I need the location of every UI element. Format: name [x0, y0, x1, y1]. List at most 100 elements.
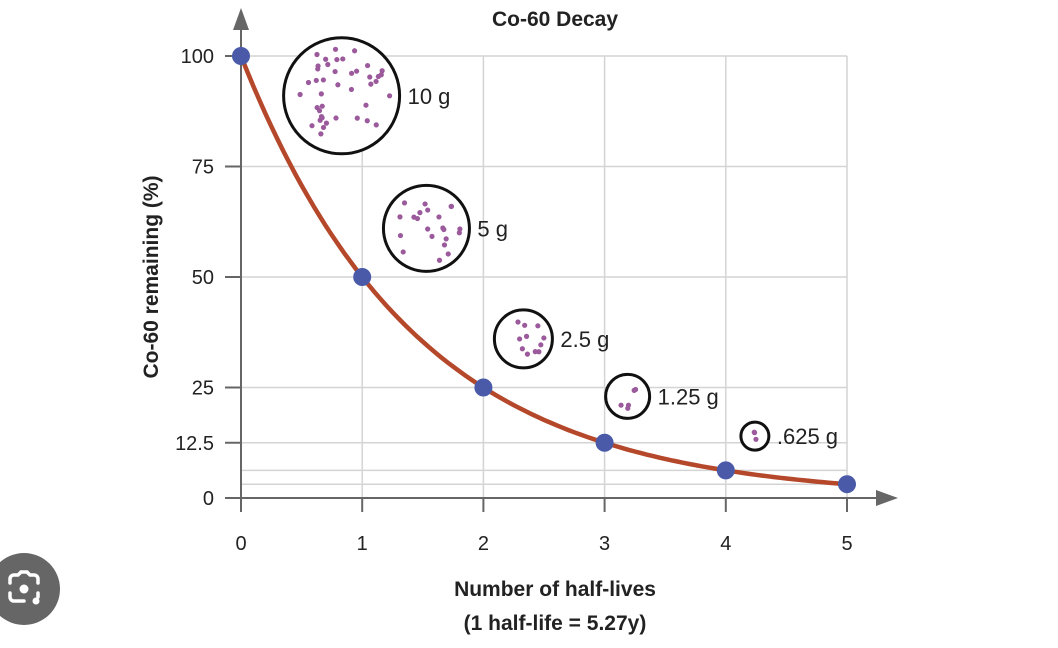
atom-dot [401, 200, 408, 206]
atom-dot [397, 214, 403, 220]
atom-dot [373, 78, 379, 85]
lens-search-button[interactable] [0, 553, 60, 625]
atom-dot [368, 81, 374, 87]
data-point [474, 378, 493, 397]
y-tick-label: 25 [192, 378, 214, 400]
atom-dot [417, 210, 423, 216]
atom-dot [532, 349, 538, 355]
atom-dot [351, 48, 358, 54]
data-point [232, 47, 250, 65]
atom-dot [349, 70, 355, 76]
atom-dot [340, 56, 346, 62]
x-axis-label: Number of half-lives [454, 578, 656, 601]
mass-label: 10 g [408, 84, 451, 109]
atom-dot [323, 120, 330, 126]
atom-dot [323, 56, 329, 62]
atom-dot [375, 73, 381, 80]
y-tick-label: 75 [192, 157, 214, 179]
atom-dot [335, 82, 341, 88]
data-point [838, 475, 856, 494]
x-tick-label: 4 [720, 533, 731, 555]
mass-label: 5 g [477, 216, 508, 241]
data-point [353, 268, 372, 286]
atom-dot [386, 93, 393, 99]
atom-dot [354, 68, 360, 74]
atom-dot [751, 429, 757, 435]
x-axis-sublabel: (1 half-life = 5.27y) [464, 612, 647, 635]
atom-dot [314, 51, 320, 58]
atom-dot [436, 257, 443, 263]
atom-dot [535, 323, 541, 329]
atom-dot [523, 333, 530, 339]
atom-dot [425, 207, 431, 213]
atom-dot [456, 230, 462, 236]
x-tick-label: 3 [599, 533, 610, 555]
atom-dot [379, 68, 385, 74]
atom-dot [436, 214, 442, 220]
x-axis-arrow [876, 490, 898, 506]
atom-dot [429, 233, 435, 240]
atom-dot [538, 342, 544, 348]
atom-dot [320, 124, 327, 131]
atom-dot [541, 335, 547, 341]
atom-dot [515, 319, 521, 325]
atom-dot [367, 74, 373, 80]
atom-dot [425, 226, 431, 232]
y-tick-label: 100 [181, 46, 214, 68]
y-axis-label: Co-60 remaining (%) [140, 175, 163, 378]
atom-dot [305, 79, 312, 86]
x-tick-label: 2 [478, 533, 489, 555]
mass-label: 1.25 g [658, 384, 719, 409]
atom-dot [397, 232, 404, 239]
mass-label: 2.5 g [560, 327, 609, 352]
x-tick-label: 5 [841, 533, 852, 555]
atom-dot [316, 108, 323, 114]
chart-title: Co-60 Decay [492, 8, 618, 31]
atom-dot [325, 61, 331, 68]
mass-label: .625 g [777, 424, 838, 449]
y-axis-arrow [233, 8, 249, 30]
atom-dot [373, 122, 379, 128]
atom-dot [364, 118, 370, 124]
atom-dot [313, 77, 319, 84]
atom-dot [448, 203, 455, 209]
y-tick-label: 12.5 [175, 433, 214, 455]
atom-dot [441, 226, 447, 233]
atom-dot [522, 322, 528, 328]
atom-dot [445, 251, 451, 257]
atom-dot [519, 346, 525, 352]
atom-dot [318, 131, 324, 137]
sample-circle [604, 372, 652, 420]
atom-dot [319, 103, 325, 109]
data-point [595, 433, 614, 452]
atom-dot [320, 77, 326, 83]
data-point [716, 461, 735, 480]
atom-dot [443, 236, 449, 242]
atom-dot [334, 56, 340, 63]
atom-dot [348, 86, 355, 93]
y-tick-label: 0 [203, 488, 214, 510]
x-tick-label: 1 [357, 533, 368, 555]
atom-dot [309, 123, 315, 129]
atom-dot [516, 336, 523, 342]
atom-dot [422, 201, 428, 207]
google-lens-camera-icon [8, 570, 40, 605]
atom-dot [317, 117, 323, 123]
atom-dot [632, 386, 639, 393]
y-tick-label: 50 [192, 267, 214, 289]
sample-circle [739, 420, 771, 452]
decay-curve [238, 55, 848, 487]
atom-dot [536, 349, 542, 355]
atom-dot [332, 46, 339, 52]
atom-dot [332, 68, 338, 75]
atom-dot [524, 351, 531, 357]
atom-dot [411, 214, 417, 220]
atom-dot [625, 402, 632, 408]
x-tick-label: 0 [235, 533, 246, 555]
atom-dot [354, 115, 360, 121]
atom-dot [364, 62, 371, 69]
atom-dot [333, 115, 339, 121]
atom-dot [618, 402, 624, 408]
atom-dot [400, 249, 406, 255]
